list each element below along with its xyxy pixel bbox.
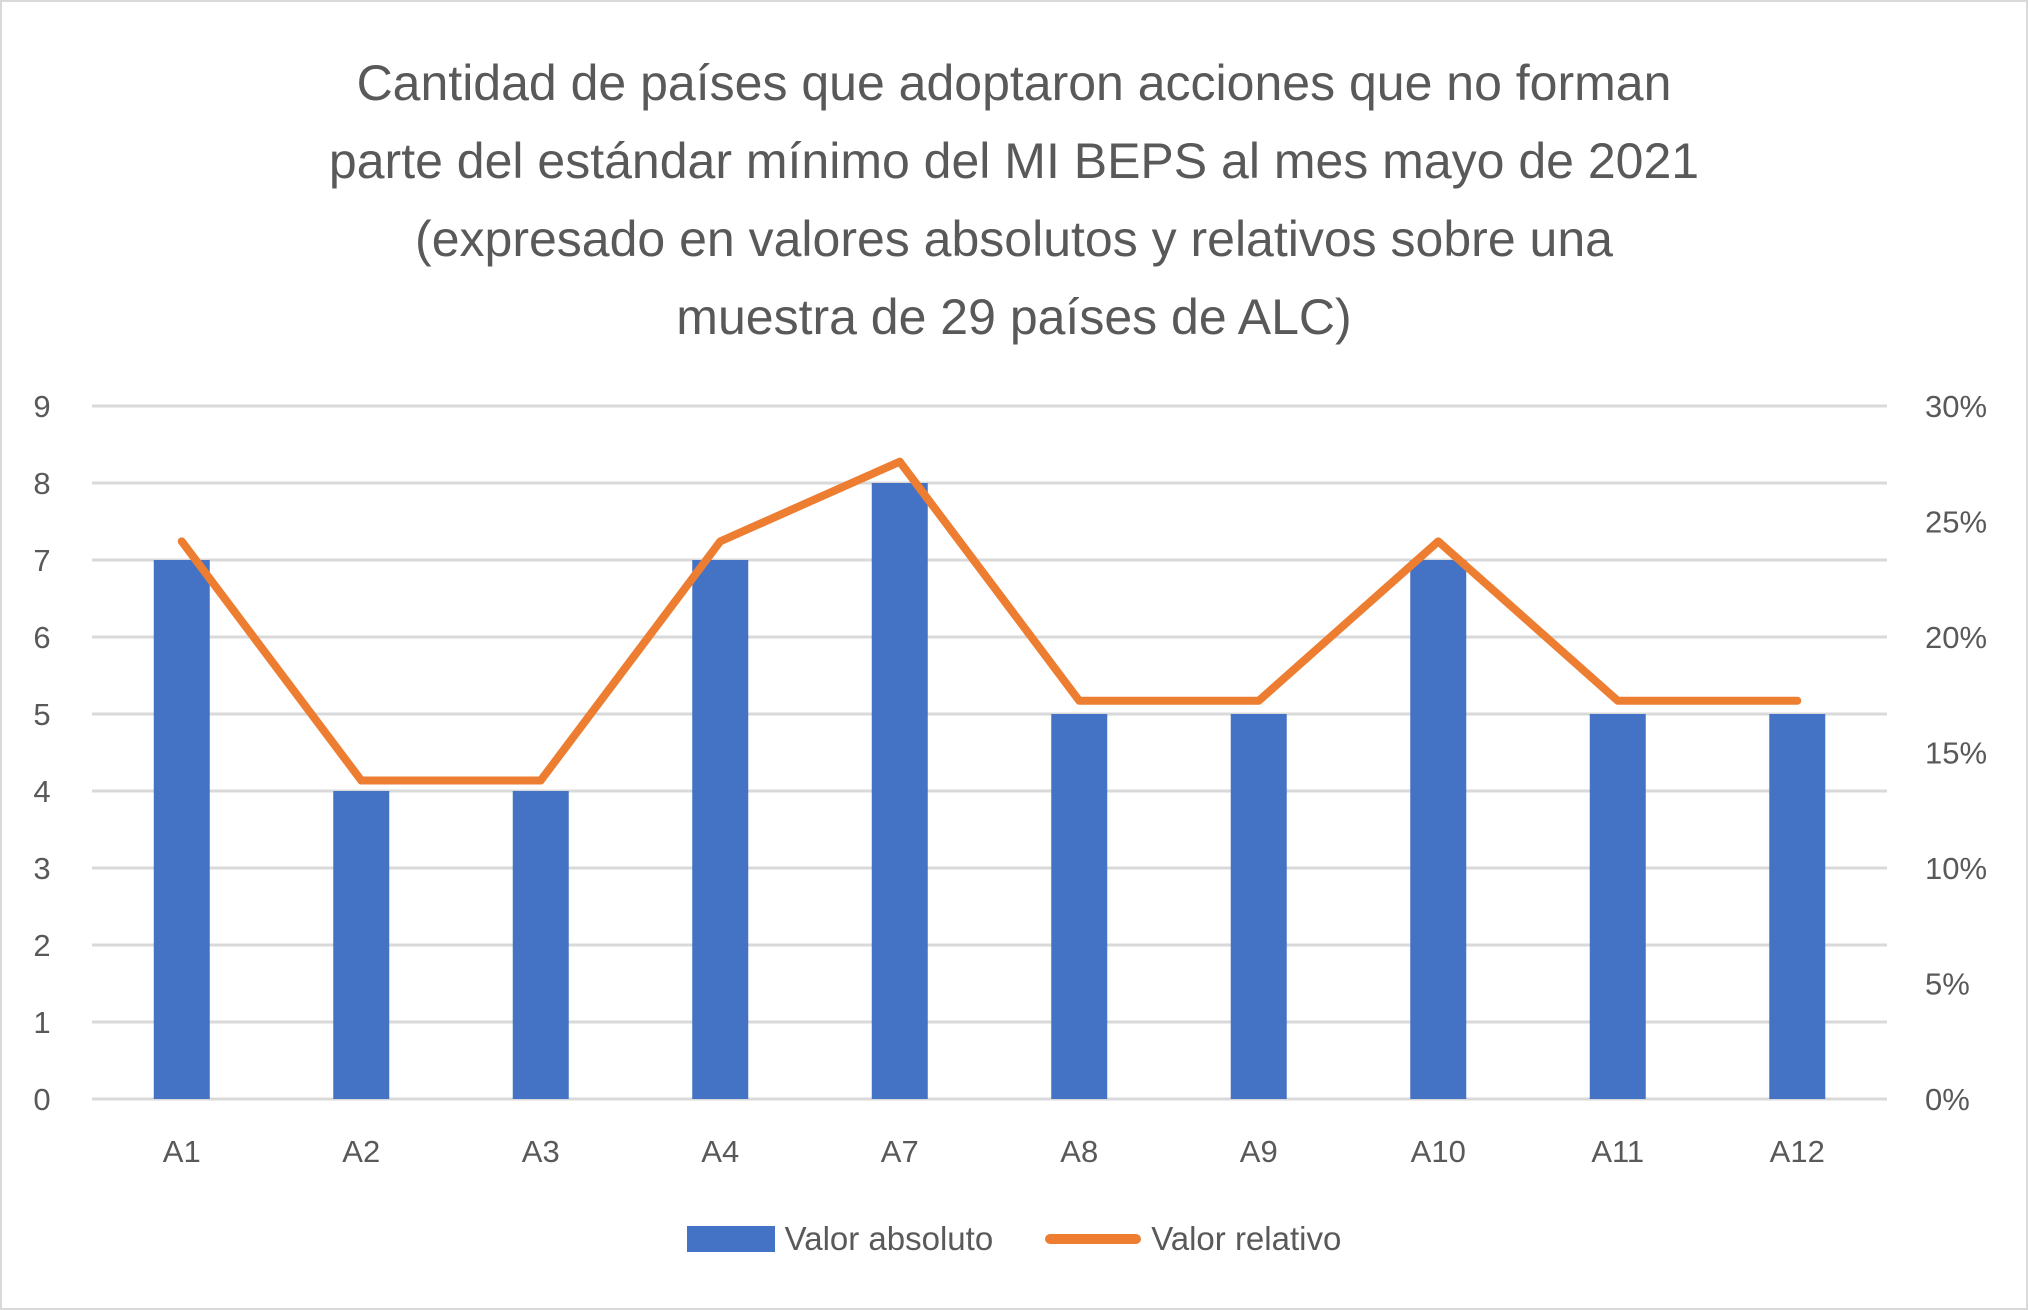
line-path xyxy=(177,457,1802,785)
y-right-tick-label: 25% xyxy=(1925,505,1987,540)
chart-title: Cantidad de países que adoptaron accione… xyxy=(0,44,2028,356)
x-tick-label: A2 xyxy=(342,1134,380,1169)
legend-swatch-line xyxy=(1045,1234,1142,1244)
y-left-tick-label: 0 xyxy=(33,1082,50,1117)
bar xyxy=(1589,714,1646,1099)
bar xyxy=(1230,714,1287,1099)
bar xyxy=(1051,714,1108,1099)
y-right-tick-label: 10% xyxy=(1925,851,1987,886)
y-right-tick-label: 30% xyxy=(1925,389,1987,424)
y-left-tick-label: 2 xyxy=(33,928,50,963)
y-left-tick-label: 6 xyxy=(33,620,50,655)
y-left-tick-label: 8 xyxy=(33,466,50,501)
y-left-tick-label: 5 xyxy=(33,697,50,732)
x-tick-label: A9 xyxy=(1240,1134,1278,1169)
y-left-tick-label: 7 xyxy=(33,543,50,578)
x-tick-label: A1 xyxy=(163,1134,201,1169)
legend-swatch-bar xyxy=(686,1226,775,1252)
bar xyxy=(333,791,390,1099)
x-tick-label: A4 xyxy=(701,1134,739,1169)
y-right-tick-label: 0% xyxy=(1925,1082,1970,1117)
bar xyxy=(153,560,210,1099)
x-axis: A1 A2 A3 A4 A7 A8 A9 A10 A11 A12 xyxy=(163,1134,1825,1169)
legend: Valor absoluto Valor relativo xyxy=(0,1220,2028,1258)
legend-item-absolute[interactable]: Valor absoluto xyxy=(686,1220,994,1258)
y-left-tick-label: 3 xyxy=(33,851,50,886)
bar xyxy=(692,560,749,1099)
legend-label: Valor relativo xyxy=(1151,1220,1342,1257)
chart-title-line: Cantidad de países que adoptaron accione… xyxy=(356,55,1672,111)
y-axis-right: 0% 5% 10% 15% 20% 25% 30% xyxy=(1925,389,1987,1117)
x-tick-label: A12 xyxy=(1770,1134,1825,1169)
bar xyxy=(1410,560,1467,1099)
legend-label: Valor absoluto xyxy=(784,1220,994,1257)
legend-item-relative[interactable]: Valor relativo xyxy=(1045,1220,1341,1258)
chart-title-line: muestra de 29 países de ALC) xyxy=(676,289,1352,345)
y-left-tick-label: 4 xyxy=(33,774,50,809)
x-tick-label: A11 xyxy=(1591,1134,1644,1169)
bar-series xyxy=(153,483,1826,1099)
y-right-tick-label: 20% xyxy=(1925,620,1987,655)
x-tick-label: A8 xyxy=(1060,1134,1098,1169)
y-right-tick-label: 5% xyxy=(1925,967,1970,1002)
y-left-tick-label: 1 xyxy=(33,1005,50,1040)
line-series xyxy=(177,457,1802,785)
bar xyxy=(512,791,569,1099)
gridlines xyxy=(92,404,1887,1101)
y-left-tick-label: 9 xyxy=(33,389,50,424)
x-tick-label: A10 xyxy=(1411,1134,1466,1169)
x-tick-label: A3 xyxy=(522,1134,560,1169)
y-right-tick-label: 15% xyxy=(1925,736,1987,771)
bar xyxy=(1769,714,1826,1099)
x-tick-label: A7 xyxy=(881,1134,919,1169)
chart-title-line: (expresado en valores absolutos y relati… xyxy=(415,211,1613,267)
bar xyxy=(871,483,928,1099)
y-axis-left: 0 1 2 3 4 5 6 7 8 9 xyxy=(33,389,50,1117)
chart-title-line: parte del estándar mínimo del MI BEPS al… xyxy=(328,133,1700,189)
